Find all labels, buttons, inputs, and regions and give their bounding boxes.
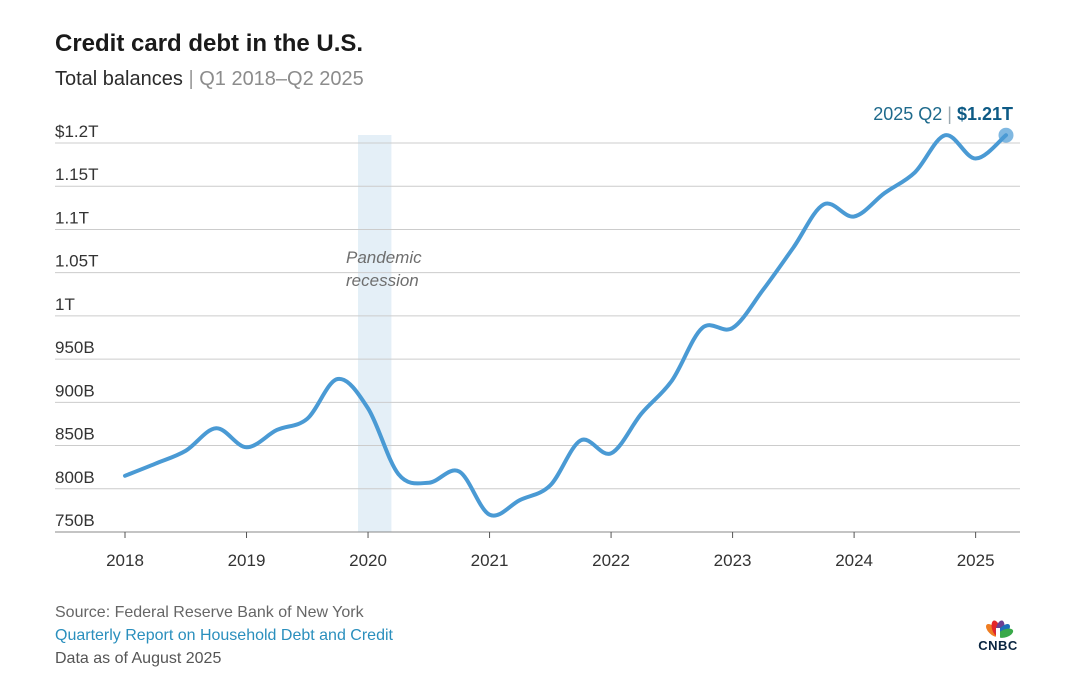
callout-label: 2025 Q2 | $1.21T: [873, 104, 1013, 124]
callout-value: $1.21T: [957, 104, 1013, 124]
y-tick-label: 850B: [55, 425, 95, 444]
source-note: Source: Federal Reserve Bank of New York: [55, 604, 364, 621]
x-tick-label: 2019: [228, 551, 266, 570]
data-as-of-note: Data as of August 2025: [55, 650, 222, 667]
y-tick-label: 1.05T: [55, 252, 98, 271]
x-tick-label: 2024: [835, 551, 873, 570]
y-tick-label: 950B: [55, 338, 95, 357]
y-tick-label: 1T: [55, 295, 75, 314]
recession-band: [358, 135, 392, 532]
y-tick-label: 800B: [55, 468, 95, 487]
x-tick-label: 2020: [349, 551, 387, 570]
logo-wordmark: CNBC: [978, 638, 1018, 653]
nbc-peacock-icon: [980, 620, 1014, 653]
recession-label-line1: Pandemic: [346, 248, 422, 267]
x-axis: 2018 2019 2020 2021 2022 2023 2024 2025: [106, 532, 995, 570]
gridlines: [55, 142, 1020, 533]
y-tick-label: 1.1T: [55, 208, 89, 227]
cnbc-logo: CNBC: [972, 614, 1024, 656]
report-link[interactable]: Quarterly Report on Household Debt and C…: [55, 627, 393, 644]
subtitle-main: Total balances: [55, 68, 183, 90]
chart-subtitle: Total balances | Q1 2018–Q2 2025: [55, 68, 364, 91]
x-tick-label: 2021: [471, 551, 509, 570]
annotations: 2025 Q2 | $1.21T Pandemic recession: [346, 104, 1013, 290]
recession-label-line2: recession: [346, 271, 419, 290]
subtitle-date-range: Q1 2018–Q2 2025: [199, 68, 364, 90]
x-tick-label: 2022: [592, 551, 630, 570]
x-tick-label: 2023: [714, 551, 752, 570]
callout-period: 2025 Q2: [873, 104, 947, 124]
x-tick-label: 2025: [957, 551, 995, 570]
y-tick-label: 1.15T: [55, 165, 98, 184]
y-tick-label: $1.2T: [55, 122, 98, 141]
y-tick-label: 750B: [55, 511, 95, 530]
series-line: [123, 133, 1008, 518]
chart-title: Credit card debt in the U.S.: [55, 30, 364, 57]
x-tick-label: 2018: [106, 551, 144, 570]
recession-band-layer: [358, 135, 392, 532]
callout-separator: |: [947, 104, 957, 124]
y-tick-label: 900B: [55, 381, 95, 400]
last-point-marker: [998, 127, 1014, 143]
series-layer: [123, 127, 1014, 518]
subtitle-separator: |: [188, 68, 194, 90]
y-axis-tick-labels: 750B 800B 850B 900B 950B 1T 1.05T 1.1T 1.15T $1.2…: [55, 122, 98, 530]
line-chart: 750B 800B 850B 900B 950B 1T 1.05T 1.1T 1.15T $1.2…: [55, 104, 1020, 570]
